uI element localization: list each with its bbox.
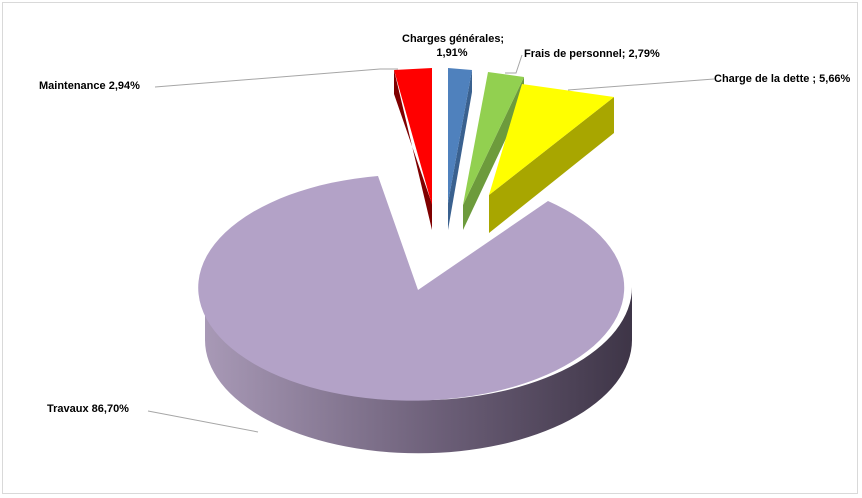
leader-line-maintenance	[154, 68, 398, 88]
leader-line-dette	[567, 78, 715, 91]
slice-maintenance	[394, 68, 432, 230]
slice-charge-dette-top	[489, 84, 614, 195]
label-charges-generales-value: 1,91%	[436, 47, 468, 59]
label-frais-personnel-name: Frais de personnel;	[524, 48, 626, 60]
slice-charges-generales	[448, 68, 472, 230]
label-travaux-value: 86,70%	[91, 403, 129, 415]
slice-travaux-side	[205, 287, 632, 454]
slice-charge-dette-side	[489, 97, 614, 233]
label-frais-personnel-value: 2,79%	[628, 48, 660, 60]
label-frais-personnel: Frais de personnel; 2,79%	[524, 47, 660, 61]
label-maintenance: Maintenance 2,94%	[39, 79, 140, 93]
slice-frais-personnel	[463, 72, 524, 230]
leader-line-frais	[505, 54, 523, 74]
slice-travaux-top	[198, 176, 625, 401]
label-charge-dette-value: 5,66%	[819, 73, 851, 85]
slice-charge-dette	[489, 84, 614, 233]
slice-frais-personnel-top	[463, 72, 524, 205]
slice-maintenance-top	[394, 68, 432, 205]
slice-maintenance-side	[394, 70, 432, 230]
label-travaux: Travaux 86,70%	[47, 402, 129, 416]
label-charges-generales: Charges générales; 1,91%	[402, 32, 505, 60]
leader-lines	[147, 54, 715, 433]
slice-charges-generales-top	[448, 68, 472, 203]
slice-frais-personnel-side	[463, 77, 524, 230]
label-maintenance-value: 2,94%	[108, 80, 140, 92]
label-charge-dette: Charge de la dette ; 5,66%	[714, 72, 850, 86]
label-charges-generales-name: Charges générales;	[402, 33, 505, 45]
label-charge-dette-name: Charge de la dette ;	[714, 73, 817, 85]
slice-travaux	[198, 176, 632, 454]
label-maintenance-name: Maintenance	[39, 80, 106, 92]
slice-charges-generales-side	[448, 70, 472, 230]
leader-line-travaux	[147, 410, 259, 433]
label-travaux-name: Travaux	[47, 403, 89, 415]
